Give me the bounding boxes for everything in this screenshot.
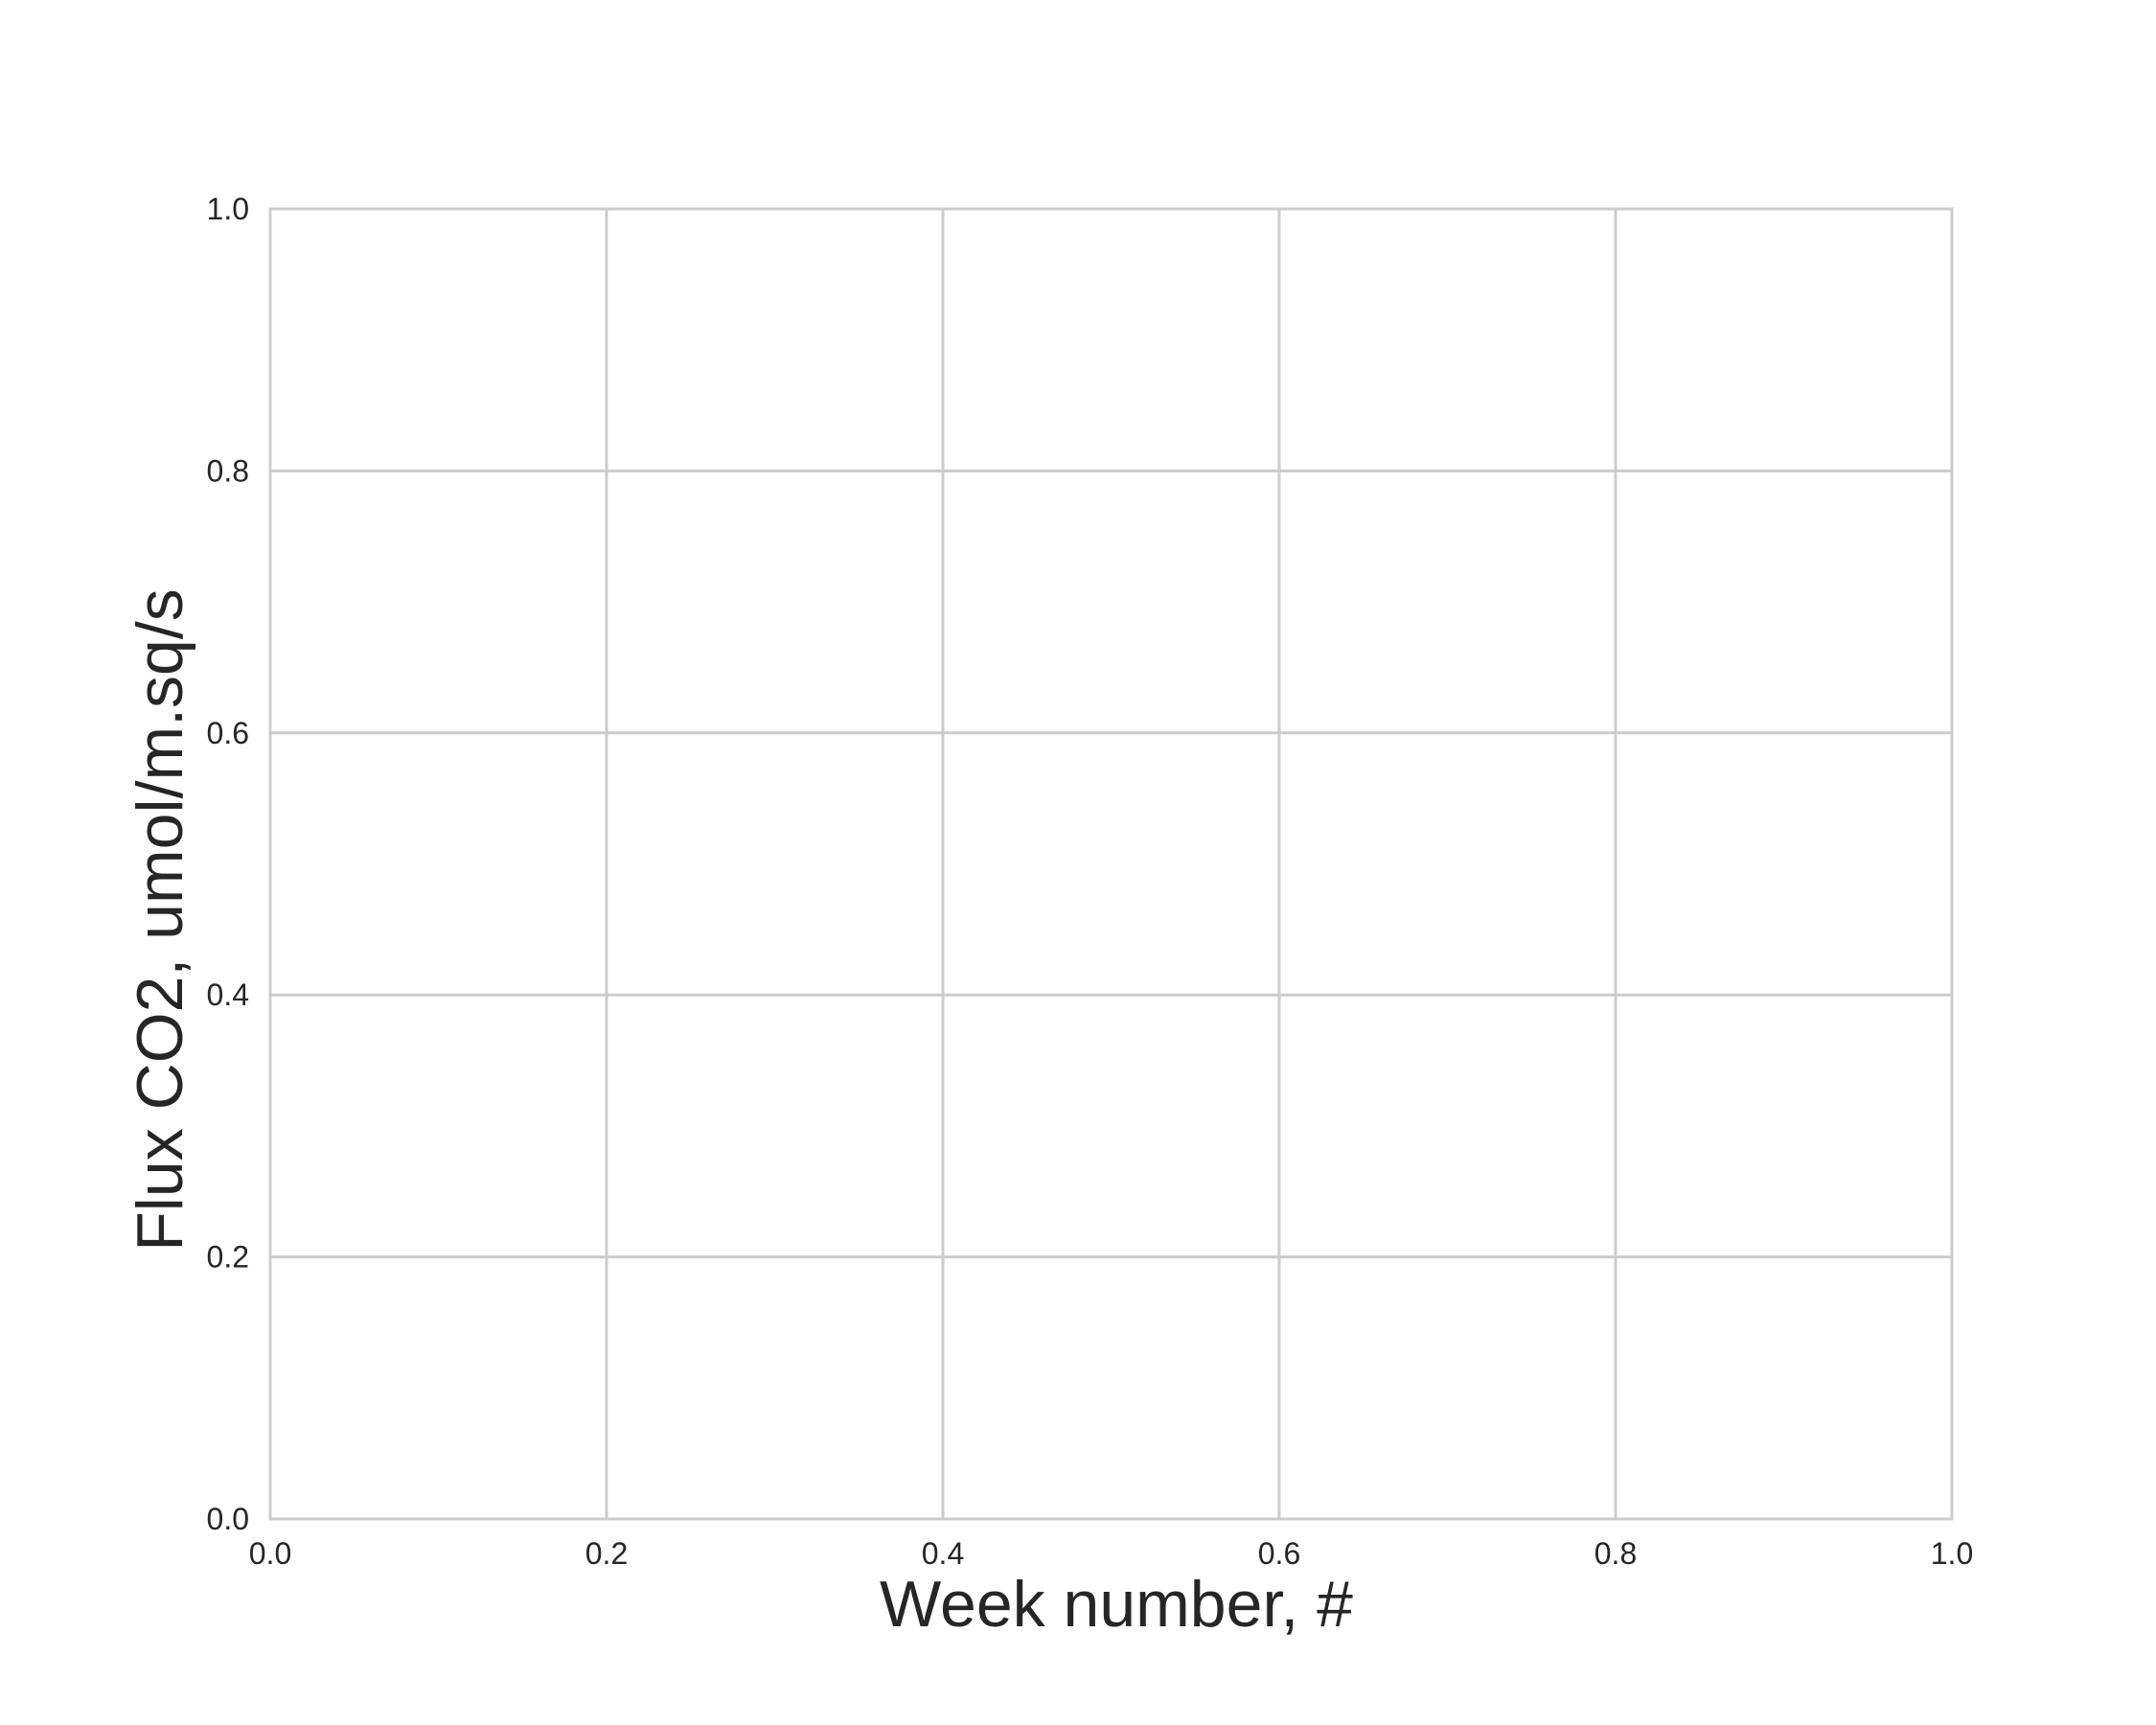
x-axis-label: Week number, #	[880, 1568, 1353, 1641]
plot-frame	[268, 207, 1954, 1521]
y-axis-label: Flux CO2, umol/m.sq/s	[124, 588, 196, 1252]
x-tick-label: 0.0	[249, 1536, 291, 1571]
y-tick-label: 0.4	[207, 978, 249, 1012]
x-tick-label: 0.2	[585, 1536, 628, 1571]
y-tick-label: 0.2	[207, 1240, 249, 1275]
y-tick-label: 0.0	[207, 1502, 249, 1536]
x-axis-ticks: 0.0 0.2 0.4 0.6 0.8 1.0	[249, 1536, 1973, 1571]
x-tick-label: 0.4	[922, 1536, 964, 1571]
y-tick-label: 0.8	[207, 453, 249, 488]
y-tick-label: 0.6	[207, 716, 249, 750]
x-tick-label: 0.8	[1594, 1536, 1637, 1571]
y-axis-ticks: 0.0 0.2 0.4 0.6 0.8 1.0	[207, 192, 249, 1536]
y-tick-label: 1.0	[207, 192, 249, 226]
x-tick-label: 0.6	[1258, 1536, 1300, 1571]
plot-area	[268, 207, 1954, 1521]
x-tick-label: 1.0	[1931, 1536, 1973, 1571]
